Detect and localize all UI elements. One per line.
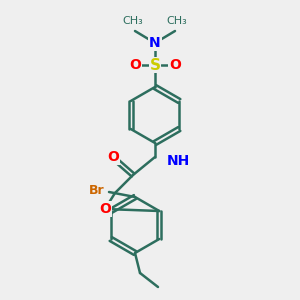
Text: O: O [169, 58, 181, 72]
Text: NH: NH [167, 154, 190, 168]
Text: N: N [149, 36, 161, 50]
Text: Br: Br [89, 184, 105, 196]
Text: CH₃: CH₃ [167, 16, 188, 26]
Text: O: O [107, 150, 119, 164]
Text: CH₃: CH₃ [123, 16, 143, 26]
Text: O: O [129, 58, 141, 72]
Text: O: O [99, 202, 111, 216]
Text: S: S [149, 58, 161, 73]
